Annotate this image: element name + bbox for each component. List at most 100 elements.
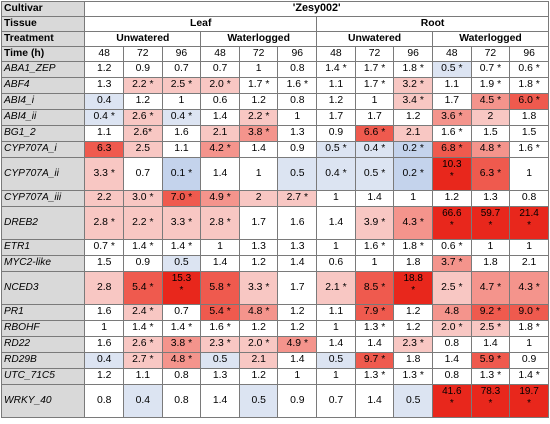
time-cell: 96 <box>277 46 318 62</box>
fold-change-cell: 1.3 * <box>354 320 395 337</box>
fold-change-cell: 0.8 <box>161 368 202 385</box>
fold-change-cell: 1.2 <box>316 93 356 110</box>
fold-change-cell: 0.7 <box>161 304 202 321</box>
gene-name-cell: ABF4 <box>0 77 86 94</box>
table-row: NCED3 2.8 5.4 * 15.3 * 5.8 * 3.3 * 1.7 2.1 * 8.5 … <box>0 271 549 305</box>
table-row: RD22 1.6 2.6 * 3.8 * 2.3 * 2.0 * 4.9 * 1.4 1.4 2.… <box>0 336 549 353</box>
fold-change-cell: 1.3 <box>84 77 124 94</box>
fold-change-cell: 1.1 <box>122 368 163 385</box>
table-row: ABI4_i 0.4 1.2 1 0.6 1.2 0.8 1.2 1 3.4 * 1.7 4.5 * 6… <box>0 93 549 110</box>
fold-change-cell: 3.8 * <box>238 125 279 142</box>
fold-change-cell: 1.6 * <box>200 320 240 337</box>
gene-name-cell: ABI4_ii <box>0 109 86 126</box>
fold-change-cell: 0.6 * <box>431 239 472 256</box>
fold-change-cell: 4.3 * <box>509 271 549 305</box>
fold-change-cell: 1 <box>509 336 549 353</box>
tissue-label: Tissue <box>0 16 86 32</box>
fold-change-cell: 0.5 <box>277 157 318 191</box>
gene-name-cell: PR1 <box>0 304 86 321</box>
gene-name-cell: CYP707A_ii <box>0 157 86 191</box>
fold-change-cell: 1.6 * <box>509 141 549 158</box>
fold-change-cell: 2.4 * <box>122 304 163 321</box>
fold-change-cell: 0.5 <box>393 384 433 418</box>
fold-change-cell: 0.1 * <box>161 157 202 191</box>
fold-change-cell: 1.9 * <box>470 77 511 94</box>
fold-change-cell: 2.5 * <box>161 77 202 94</box>
treatment-leaf-unwatered: Unwatered <box>84 31 202 47</box>
fold-change-cell: 1.3 <box>200 368 240 385</box>
fold-change-cell: 2 <box>470 109 511 126</box>
fold-change-cell: 4.8 * <box>470 141 511 158</box>
fold-change-cell: 1.2 <box>122 93 163 110</box>
fold-change-cell: 1.7 * <box>354 77 395 94</box>
fold-change-cell: 0.9 <box>277 384 318 418</box>
fold-change-cell: 1.8 <box>470 255 511 272</box>
gene-name-cell: WRKY_40 <box>0 384 86 418</box>
fold-change-cell: 6.8 * <box>431 141 472 158</box>
fold-change-cell: 1.6 * <box>431 125 472 142</box>
fold-change-cell: 1.4 <box>277 352 318 369</box>
treatment-row: Treatment Unwatered Waterlogged Unwatere… <box>0 31 550 47</box>
fold-change-cell: 0.4 * <box>84 109 124 126</box>
fold-change-cell: 1.6 <box>84 304 124 321</box>
fold-change-cell: 1 <box>316 368 356 385</box>
fold-change-cell: 1 <box>354 255 395 272</box>
fold-change-cell: 1 <box>316 239 356 256</box>
fold-change-cell: 0.4 <box>84 93 124 110</box>
fold-change-cell: 19.7 * <box>509 384 549 418</box>
fold-change-cell: 1 <box>238 157 279 191</box>
fold-change-cell: 1.7 <box>354 109 395 126</box>
fold-change-cell: 2.2 * <box>238 109 279 126</box>
fold-change-cell: 1.3 <box>277 125 318 142</box>
fold-change-cell: 1 <box>470 239 511 256</box>
gene-name-cell: RBOHF <box>0 320 86 337</box>
fold-change-cell: 0.9 <box>277 141 318 158</box>
fold-change-cell: 5.9 * <box>470 352 511 369</box>
fold-change-cell: 9.0 * <box>509 304 549 321</box>
fold-change-cell: 1.4 <box>200 384 240 418</box>
fold-change-cell: 1.1 <box>84 125 124 142</box>
fold-change-cell: 2.0 * <box>200 77 240 94</box>
table-row: WRKY_40 0.8 0.4 0.8 1.4 0.5 0.9 0.7 1.4 0.5 41.6 * 7… <box>0 384 549 418</box>
fold-change-cell: 1 <box>277 368 318 385</box>
table-row: ABI4_ii 0.4 * 2.6 * 0.4 * 1.4 2.2 * 1 1.7 1.7 1.2… <box>0 109 549 126</box>
fold-change-cell: 0.6 <box>316 255 356 272</box>
tissue-row: Tissue Leaf Root <box>0 16 549 32</box>
significance-star: * <box>411 284 416 296</box>
fold-change-cell: 4.8 * <box>161 352 202 369</box>
fold-change-cell: 1.2 <box>393 320 433 337</box>
time-label: Time (h) <box>0 46 86 62</box>
significance-star: * <box>488 219 493 231</box>
gene-name-cell: ETR1 <box>0 239 86 256</box>
fold-change-cell: 41.6 * <box>431 384 472 418</box>
fold-change-cell: 1.8 * <box>393 61 433 78</box>
fold-change-cell: 3.7 * <box>431 255 472 272</box>
gene-name-cell: RD29B <box>0 352 86 369</box>
fold-change-cell: 0.7 * <box>84 239 124 256</box>
fold-change-cell: 7.0 * <box>161 190 202 207</box>
time-cell: 48 <box>84 46 124 62</box>
fold-change-cell: 0.8 <box>161 384 202 418</box>
table-row: ETR1 0.7 * 1.4 * 1.4 * 1 1.3 1.3 1 1.6 * 1.8 * 0.6… <box>0 239 549 256</box>
fold-change-cell: 1.4 <box>238 141 279 158</box>
treatment-root-unwatered: Unwatered <box>316 31 433 47</box>
fold-change-cell: 2.0 * <box>238 336 279 353</box>
fold-change-value: 66.6 <box>442 208 462 219</box>
fold-change-cell: 3.3 * <box>238 271 279 305</box>
fold-change-cell: 8.5 * <box>354 271 395 305</box>
fold-change-cell: 1.7 <box>238 206 279 240</box>
treatment-label: Treatment <box>0 31 86 47</box>
fold-change-cell: 7.9 * <box>354 304 395 321</box>
fold-change-cell: 6.3 <box>84 141 124 158</box>
cultivar-row: Cultivar 'Zesy002' <box>0 1 549 17</box>
fold-change-cell: 0.2 * <box>393 157 433 191</box>
fold-change-cell: 1.1 <box>316 304 356 321</box>
fold-change-cell: 1.8 * <box>509 77 549 94</box>
fold-change-cell: 0.8 <box>277 61 318 78</box>
significance-star: * <box>449 397 454 409</box>
time-cell: 96 <box>509 46 549 62</box>
fold-change-cell: 2.7 * <box>122 352 163 369</box>
fold-change-cell: 0.6 * <box>509 61 549 78</box>
fold-change-cell: 0.7 <box>316 384 356 418</box>
fold-change-cell: 0.5 <box>200 352 240 369</box>
